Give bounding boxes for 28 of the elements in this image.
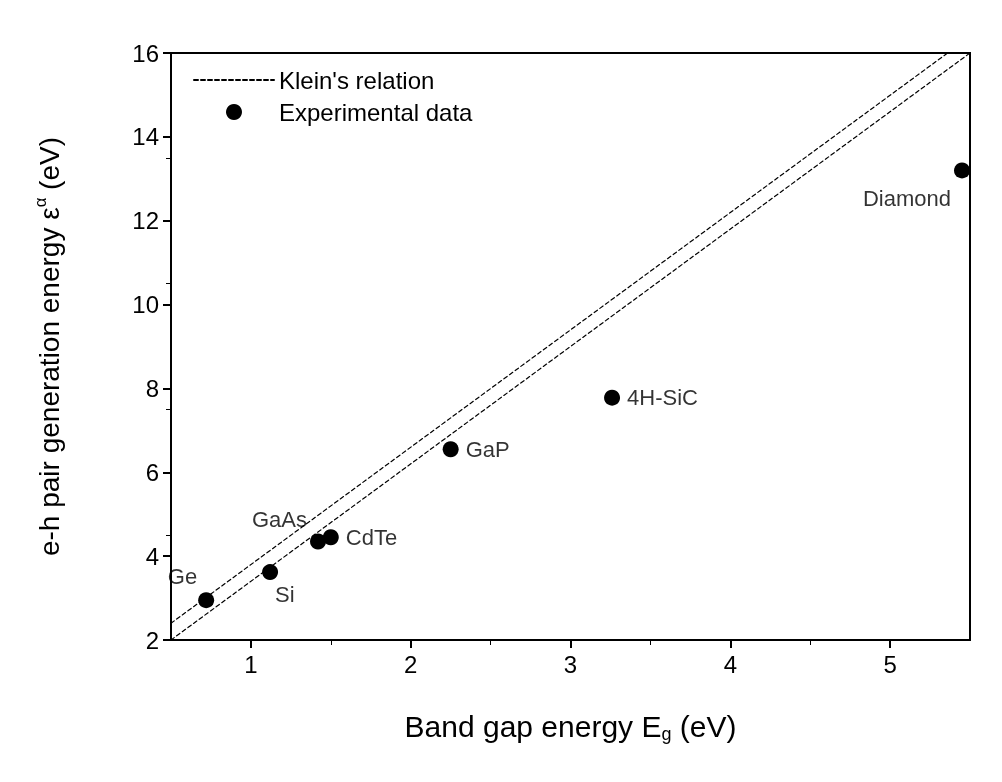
point [604, 389, 621, 406]
x-tick-label: 4 [723, 650, 737, 678]
point [262, 564, 279, 581]
point [198, 592, 215, 609]
x-tick-label: 1 [244, 650, 258, 678]
annotation: CdTe [345, 524, 398, 550]
annotation: GaAs [251, 506, 308, 532]
y-tick-label: 14 [132, 123, 159, 151]
x-tick-label: 5 [883, 650, 897, 678]
annotation: Si [275, 581, 295, 607]
y-tick-label: 16 [132, 39, 159, 67]
y-axis-title: e-h pair generation energy εα (eV) [31, 136, 65, 557]
y-tick-label: 2 [145, 626, 159, 654]
legend-label: Experimental data [279, 98, 474, 126]
point [322, 529, 339, 546]
y-tick-label: 12 [132, 207, 159, 235]
point [442, 441, 459, 458]
x-tick-label: 3 [563, 650, 578, 678]
y-tick-label: 8 [145, 374, 159, 402]
annotation: Diamond [862, 185, 952, 211]
annotation: GaP [465, 436, 510, 462]
y-tick-label: 6 [145, 458, 159, 486]
legend-label: Klein's relation [279, 66, 435, 94]
annotation: 4H-SiC [627, 385, 699, 411]
y-tick-label: 4 [145, 542, 159, 570]
x-tick-label: 2 [404, 650, 418, 678]
point [954, 162, 971, 179]
y-tick-label: 10 [132, 291, 159, 319]
